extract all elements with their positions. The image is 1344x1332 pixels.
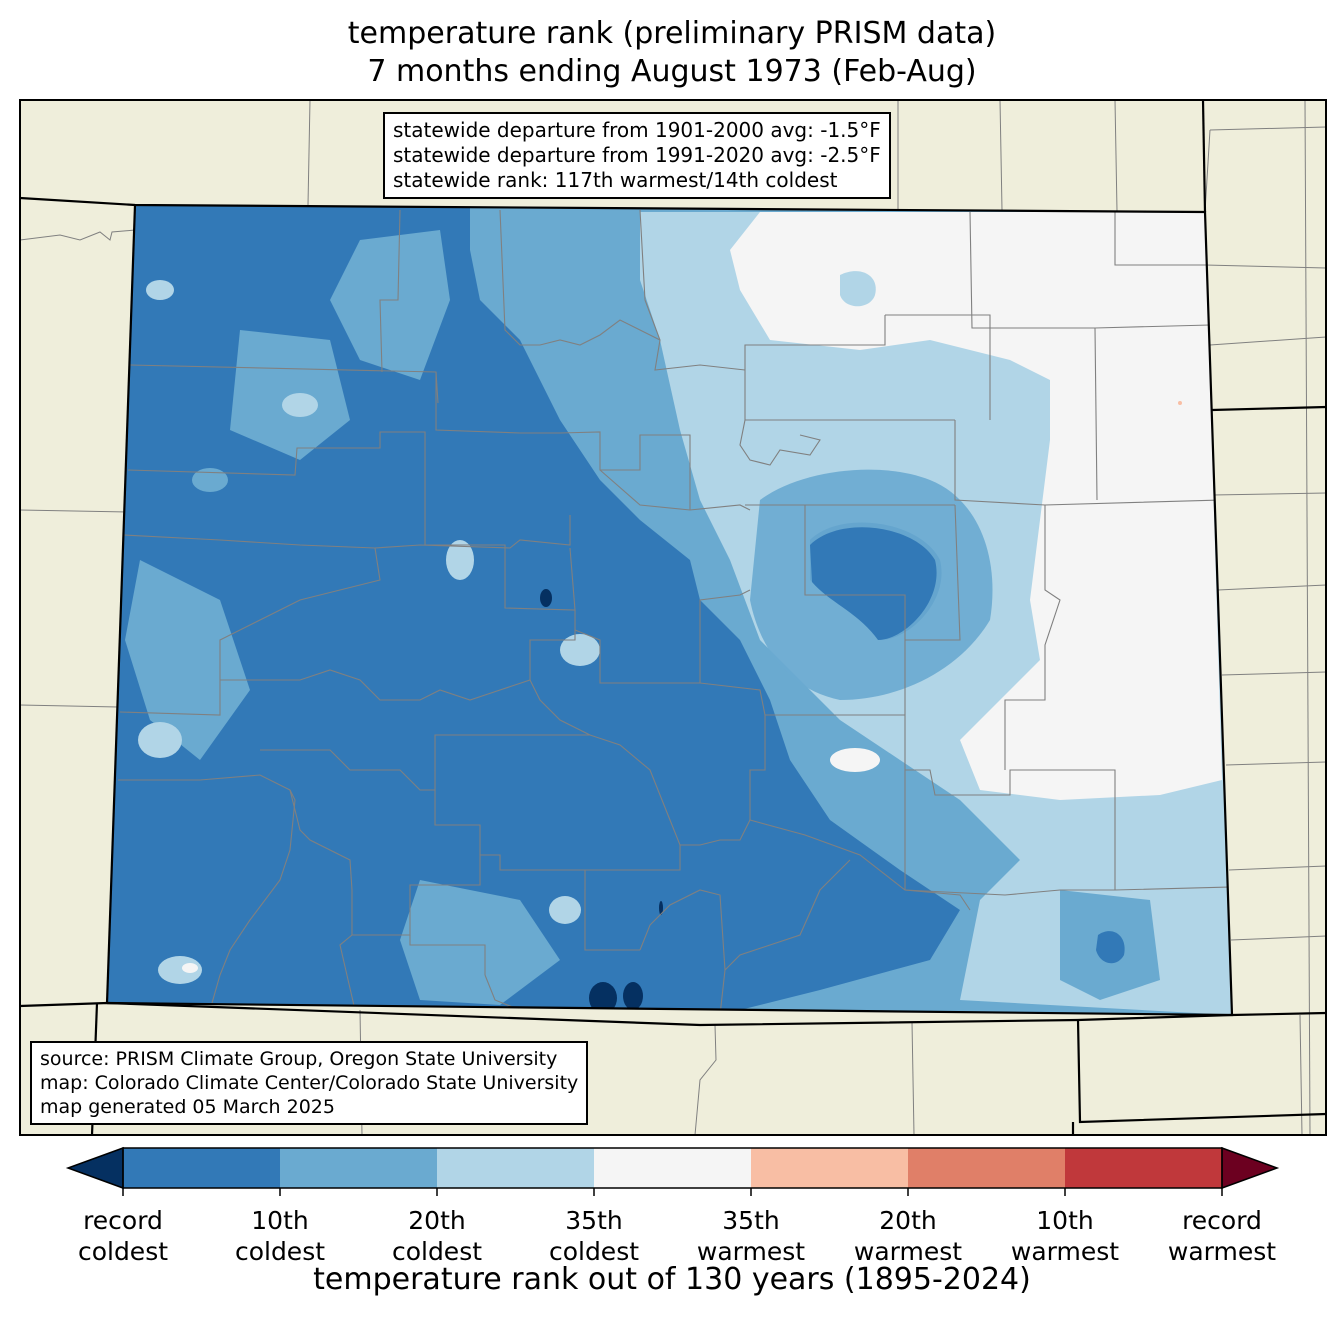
- tick-label-category: warmest: [853, 1237, 963, 1266]
- tick-label-rank: 35th: [722, 1206, 780, 1235]
- tick-label-category: coldest: [391, 1237, 483, 1266]
- colorbar-tick-label: 10th coldest: [205, 1205, 355, 1267]
- map-credit-line: map: Colorado Climate Center/Colorado St…: [40, 1072, 579, 1094]
- generated-date-line: map generated 05 March 2025: [40, 1096, 335, 1118]
- source-line: source: PRISM Climate Group, Oregon Stat…: [40, 1048, 558, 1070]
- tick-label-rank: 10th: [1036, 1206, 1094, 1235]
- colorbar-extend-warmest: [1221, 1146, 1280, 1190]
- county-lines: [118, 209, 1231, 1015]
- tick-label-category: coldest: [234, 1237, 326, 1266]
- colorbar-segment: [908, 1148, 1066, 1188]
- tick-label-category: coldest: [548, 1237, 640, 1266]
- colorbar-tick-label: 10th warmest: [990, 1205, 1140, 1267]
- tick-label-rank: 35th: [565, 1206, 623, 1235]
- source-box: source: PRISM Climate Group, Oregon Stat…: [30, 1041, 589, 1125]
- colorbar-tick-label: record warmest: [1147, 1205, 1297, 1267]
- record-coldest-spot: [589, 982, 617, 1014]
- statewide-stats-box: statewide departure from 1901-2000 avg: …: [383, 112, 891, 199]
- tick-label-rank: 20th: [408, 1206, 466, 1235]
- colorbar-segment: [123, 1148, 281, 1188]
- colorbar-tick-label: 35th coldest: [519, 1205, 669, 1267]
- tick-label-category: warmest: [1167, 1237, 1277, 1266]
- colorbar-tick-label: 20th warmest: [833, 1205, 983, 1267]
- map-title-line2: 7 months ending August 1973 (Feb-Aug): [367, 54, 977, 89]
- colorbar-extend-coldest: [65, 1146, 124, 1190]
- map-frame: [19, 99, 1327, 1136]
- tick-label-rank: 20th: [879, 1206, 937, 1235]
- map-title-line1: temperature rank (preliminary PRISM data…: [347, 16, 997, 51]
- tick-label-rank: record: [1182, 1206, 1262, 1235]
- colorbar-tick-label: record coldest: [48, 1205, 198, 1267]
- colorbar-segment: [437, 1148, 595, 1188]
- stats-line-1991-2020: statewide departure from 1991-2020 avg: …: [393, 143, 881, 167]
- stats-line-1901-2000: statewide departure from 1901-2000 avg: …: [393, 118, 881, 142]
- tick-label-category: coldest: [77, 1237, 169, 1266]
- colorbar-segment: [594, 1148, 752, 1188]
- colorbar-segment: [1065, 1148, 1223, 1188]
- rank-shading: [107, 205, 1232, 1015]
- tick-label-category: warmest: [1010, 1237, 1120, 1266]
- stats-line-rank: statewide rank: 117th warmest/14th colde…: [393, 168, 838, 192]
- colorbar: [65, 1146, 1280, 1196]
- zone-middle: [730, 212, 1222, 800]
- colorbar-outline: [122, 1147, 1223, 1189]
- colorbar-tick-label: 35th warmest: [676, 1205, 826, 1267]
- colorbar-segment: [751, 1148, 909, 1188]
- tick-label-rank: 10th: [251, 1206, 309, 1235]
- tick-label-category: warmest: [696, 1237, 806, 1266]
- tick-label-rank: record: [83, 1206, 163, 1235]
- colorbar-title: temperature rank out of 130 years (1895-…: [313, 1262, 1031, 1297]
- colorbar-tick-label: 20th coldest: [362, 1205, 512, 1267]
- colorbar-segment: [280, 1148, 438, 1188]
